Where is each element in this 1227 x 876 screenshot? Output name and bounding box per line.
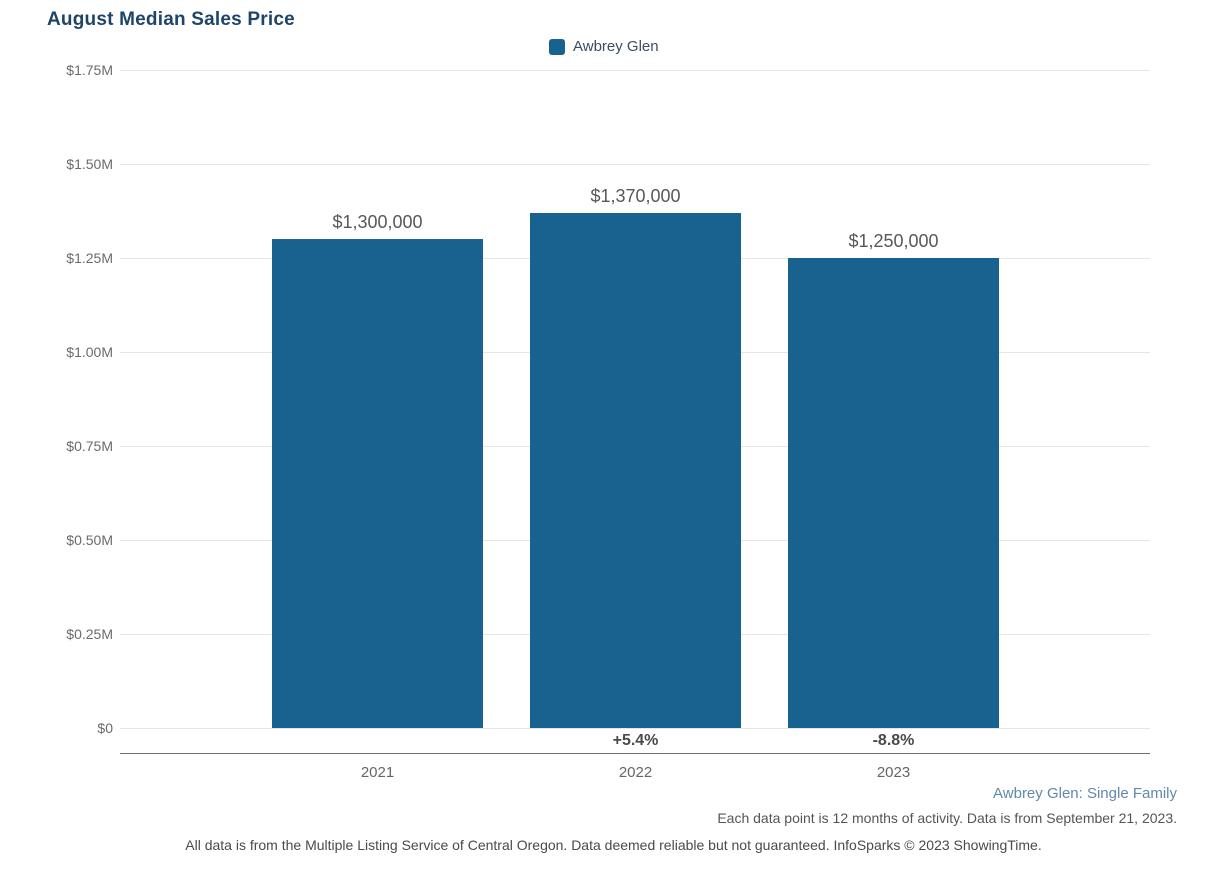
y-axis-tick-label: $1.00M <box>66 344 113 360</box>
legend: Awbrey Glen <box>549 38 659 55</box>
y-axis-tick-label: $0.25M <box>66 626 113 642</box>
bar-2021[interactable] <box>272 239 483 728</box>
y-axis-tick-label: $1.25M <box>66 250 113 266</box>
x-axis-tick-label: 2021 <box>360 764 395 781</box>
y-axis-tick-label: $0 <box>97 720 113 736</box>
data-note: Each data point is 12 months of activity… <box>717 810 1177 826</box>
y-axis-tick-label: $1.75M <box>66 62 113 78</box>
pct-change-label: +5.4% <box>612 732 659 749</box>
y-axis-tick-label: $0.50M <box>66 532 113 548</box>
gridline <box>120 164 1150 165</box>
legend-swatch-icon <box>549 38 565 55</box>
x-axis-tick-label: 2023 <box>876 764 911 781</box>
pct-change-label: -8.8% <box>872 732 915 749</box>
chart-title: August Median Sales Price <box>47 9 295 30</box>
y-axis-tick-label: $0.75M <box>66 438 113 454</box>
legend-label: Awbrey Glen <box>573 38 659 55</box>
bar-value-label: $1,370,000 <box>590 185 681 206</box>
bar-value-label: $1,300,000 <box>332 212 423 233</box>
x-axis-tick-label: 2022 <box>618 764 653 781</box>
bar-value-label: $1,250,000 <box>848 231 939 251</box>
y-axis-tick-label: $1.50M <box>66 156 113 172</box>
disclaimer: All data is from the Multiple Listing Se… <box>185 837 1042 853</box>
x-axis-line <box>120 753 1150 754</box>
gridline <box>120 70 1150 71</box>
series-link[interactable]: Awbrey Glen: Single Family <box>993 785 1177 802</box>
bar-2023[interactable] <box>788 258 999 728</box>
gridline <box>120 728 1150 729</box>
bar-2022[interactable] <box>530 212 741 728</box>
